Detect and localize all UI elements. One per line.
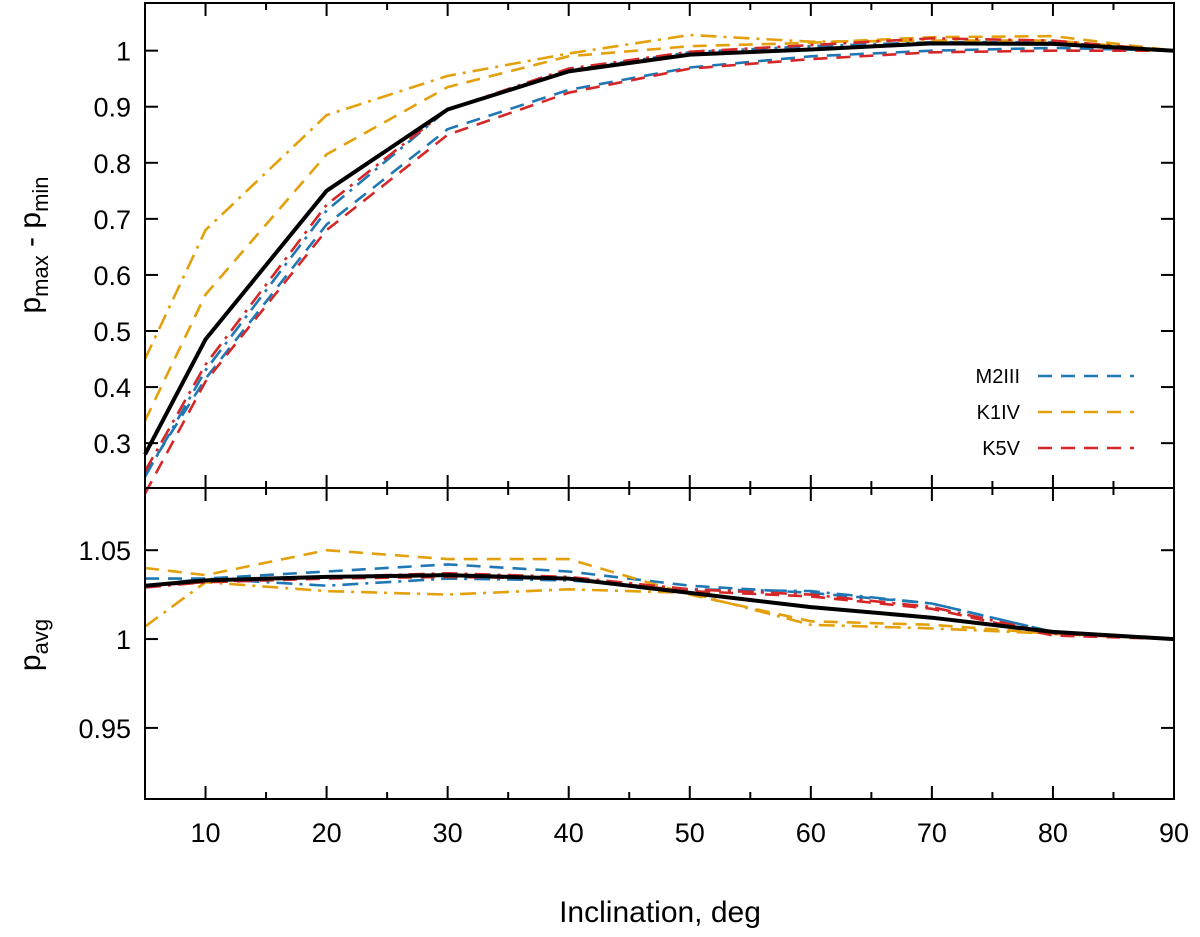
bottom-ytick-label: 1.05 — [78, 536, 131, 566]
top-ylabel-mid: - p — [14, 212, 47, 255]
top-ylabel-sub-a: max — [28, 255, 53, 297]
bottom-ticks: 0.95 1 1.05 10 20 30 40 50 60 70 80 90 — [78, 488, 1189, 848]
bottom-series-k1iv-dash-dot — [144, 580, 1175, 641]
top-ytick-label: 0.9 — [93, 93, 131, 123]
top-series-k1iv-dash-dot — [143, 33, 1175, 360]
xtick-label: 40 — [554, 818, 584, 848]
top-ylabel-main: p — [14, 297, 47, 314]
bottom-series-k5v-dash-dot — [144, 571, 1175, 641]
top-series-m2iii-dashed — [143, 46, 1175, 475]
top-ytick-label: 0.6 — [93, 261, 131, 291]
bottom-ylabel-main: p — [14, 654, 47, 671]
bottom-ytick-label: 0.95 — [78, 714, 131, 744]
top-series-k5v-dash-dot — [143, 36, 1175, 472]
top-panel: 0.3 0.4 0.5 0.6 0.7 0.8 0.9 1 M2III K1IV K5V — [93, 3, 1175, 495]
xtick-label: 80 — [1038, 818, 1068, 848]
xtick-label: 50 — [675, 818, 705, 848]
top-ytick-label: 0.7 — [93, 205, 131, 235]
top-ytick-label: 0.3 — [93, 429, 131, 459]
xtick-label: 10 — [191, 818, 221, 848]
top-series-reference — [143, 41, 1175, 456]
bottom-series-reference — [144, 573, 1175, 642]
xtick-label: 90 — [1159, 818, 1189, 848]
bottom-ytick-label: 1 — [116, 625, 131, 655]
top-ytick-label: 0.4 — [93, 373, 131, 403]
bottom-series-k1iv-dashed — [144, 548, 1175, 641]
top-ytick-label: 0.5 — [93, 317, 131, 347]
xtick-label: 30 — [433, 818, 463, 848]
top-ytick-label: 1 — [116, 37, 131, 67]
top-series-group — [143, 33, 1175, 495]
top-ylabel-sub-b: min — [28, 176, 53, 211]
top-ytick-label: 0.8 — [93, 149, 131, 179]
top-ticks: 0.3 0.4 0.5 0.6 0.7 0.8 0.9 1 — [93, 3, 1174, 488]
legend-label-k1iv: K1IV — [977, 402, 1021, 424]
legend: M2III K1IV K5V — [976, 366, 1134, 460]
bottom-series-group — [144, 548, 1175, 642]
legend-label-m2iii: M2III — [976, 366, 1020, 388]
bottom-ylabel-sub: avg — [28, 619, 53, 654]
x-axis-label: Inclination, deg — [559, 896, 761, 929]
xtick-label: 60 — [796, 818, 826, 848]
legend-label-k5v: K5V — [982, 438, 1020, 460]
top-series-k1iv-dashed — [143, 34, 1175, 422]
bottom-plot-frame — [144, 487, 1175, 800]
top-y-axis-label: pmax - pmin — [14, 176, 53, 313]
bottom-y-axis-label: pavg — [14, 619, 53, 671]
bottom-panel: 0.95 1 1.05 10 20 30 40 50 60 70 80 90 — [78, 488, 1189, 848]
top-series-k5v-dashed — [143, 49, 1174, 495]
xtick-label: 20 — [312, 818, 342, 848]
xtick-label: 70 — [917, 818, 947, 848]
